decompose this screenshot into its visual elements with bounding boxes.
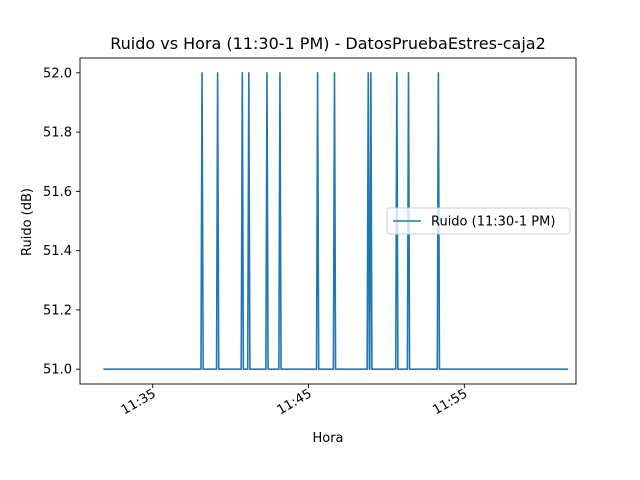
series-line-0	[103, 72, 569, 370]
y-tick-label: 51.4	[43, 244, 72, 259]
chart-title: Ruido vs Hora (11:30-1 PM) - DatosPrueba…	[110, 34, 546, 53]
y-tick-label: 52.0	[43, 66, 72, 81]
legend-label: Ruido (11:30-1 PM)	[431, 215, 555, 230]
y-tick-label: 51.2	[43, 303, 72, 318]
plot-area	[79, 57, 577, 385]
y-axis: 51.0 51.2 51.4 51.6 51.8 52.0	[43, 66, 80, 378]
y-tick-label: 51.6	[43, 185, 72, 200]
x-axis-title: Hora	[312, 431, 343, 446]
plot-frame	[79, 57, 577, 385]
legend: Ruido (11:30-1 PM)	[386, 207, 571, 235]
y-tick-label: 51.0	[43, 363, 72, 378]
legend-box	[386, 207, 571, 235]
y-tick-label: 51.8	[43, 126, 72, 141]
y-axis-title: Ruido (dB)	[20, 188, 35, 256]
